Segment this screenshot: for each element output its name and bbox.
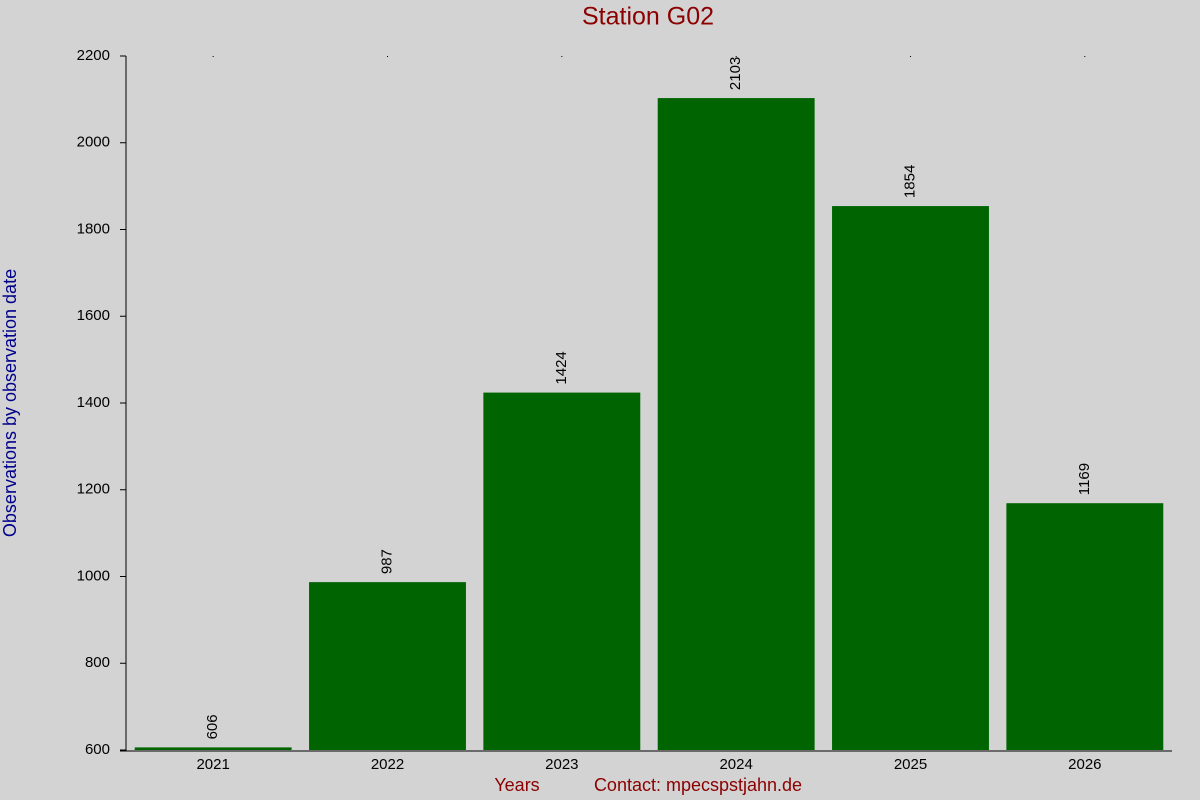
value-label: 1169 — [1076, 463, 1093, 495]
value-label: 606 — [204, 714, 221, 739]
y-tick-label: 600 — [85, 741, 110, 758]
value-label: 1424 — [553, 351, 570, 384]
bar — [657, 98, 815, 751]
bar — [832, 206, 989, 750]
value-label: 2103 — [727, 57, 744, 90]
y-tick-label: 800 — [85, 654, 110, 671]
y-tick-label: 1400 — [77, 394, 110, 411]
x-axis-label: Years — [494, 775, 539, 795]
y-tick-label: 2000 — [77, 134, 110, 151]
value-label: 1854 — [901, 165, 918, 198]
x-tick-label: 2024 — [719, 756, 752, 773]
bar — [309, 582, 466, 750]
y-tick-label: 1200 — [77, 481, 110, 498]
y-tick-label: 2200 — [77, 47, 110, 64]
bar — [1006, 503, 1164, 750]
bar — [134, 747, 292, 750]
x-tick-label: 2023 — [545, 756, 578, 773]
value-label: 987 — [378, 549, 395, 574]
bar — [483, 392, 641, 750]
y-axis-label: Observations by observation date — [0, 269, 20, 537]
chart-title: Station G02 — [582, 3, 714, 31]
y-tick-label: 1800 — [77, 220, 110, 237]
x-tick-label: 2026 — [1068, 756, 1101, 773]
y-tick-label: 1000 — [77, 567, 110, 584]
annotation: Contact: mpecspstjahn.de — [594, 775, 802, 795]
x-tick-label: 2025 — [894, 756, 927, 773]
y-tick-label: 1600 — [77, 307, 110, 324]
x-tick-label: 2021 — [196, 756, 229, 773]
x-tick-label: 2022 — [371, 756, 404, 773]
